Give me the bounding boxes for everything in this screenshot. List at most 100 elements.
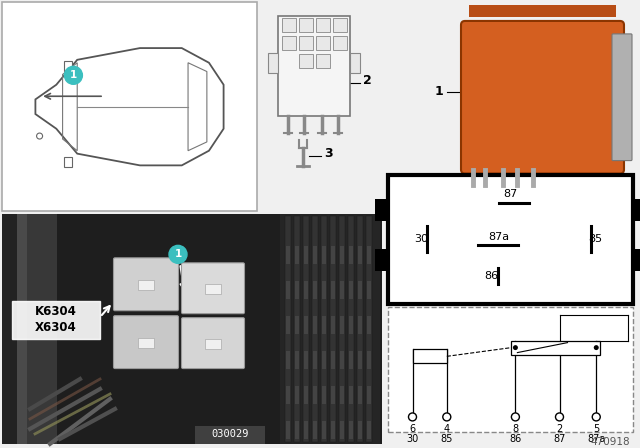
Bar [295,386,299,404]
Text: 86: 86 [484,271,498,281]
Bar [282,36,296,50]
Text: 1: 1 [174,250,182,259]
Text: 5: 5 [593,424,600,434]
Bar [367,351,371,369]
Bar [339,216,345,442]
Bar [299,36,313,50]
Text: 6: 6 [410,424,415,434]
Text: 2: 2 [363,74,372,87]
Circle shape [594,345,599,350]
Text: 85: 85 [588,234,602,244]
Bar [333,18,347,32]
Bar [138,338,154,348]
Bar [367,246,371,264]
Bar [282,18,296,32]
Bar [27,215,57,444]
Bar [340,386,344,404]
Bar [295,281,299,299]
Text: 87: 87 [504,189,518,199]
Bar [633,199,640,221]
Bar [299,18,313,32]
Bar [340,351,344,369]
Text: 30: 30 [413,234,428,244]
Bar [2,2,257,211]
Circle shape [592,413,600,421]
Bar [138,280,154,290]
Bar [349,281,353,299]
Bar [511,340,600,354]
FancyBboxPatch shape [113,258,179,311]
Bar [331,351,335,369]
Bar [313,316,317,334]
Bar [312,216,318,442]
Circle shape [408,413,417,421]
Bar [388,307,633,432]
Bar [357,216,363,442]
Bar [340,281,344,299]
Bar [316,18,330,32]
Bar [322,421,326,439]
Bar [358,351,362,369]
Bar [285,216,291,442]
Bar [286,316,290,334]
Bar [286,246,290,264]
Bar [469,5,616,17]
Bar [349,386,353,404]
Bar [278,16,350,116]
Bar [304,316,308,334]
Bar [331,246,335,264]
Bar [316,36,330,50]
Bar [322,246,326,264]
Bar [358,246,362,264]
FancyBboxPatch shape [461,21,624,173]
Bar [2,215,17,444]
Text: X6304: X6304 [35,321,77,334]
Bar [313,386,317,404]
Bar [286,281,290,299]
Text: 85: 85 [440,434,453,444]
FancyBboxPatch shape [182,318,244,369]
Bar [64,60,72,71]
Text: 3: 3 [324,147,333,160]
Bar [313,421,317,439]
Bar [349,351,353,369]
Bar [331,421,335,439]
Bar [375,250,388,271]
Bar [322,316,326,334]
Text: 2: 2 [556,424,563,434]
Bar [2,215,382,444]
Text: 87a: 87a [488,232,509,242]
Bar [340,421,344,439]
Bar [349,421,353,439]
Bar [367,316,371,334]
Bar [295,351,299,369]
Bar [366,216,372,442]
Bar [313,351,317,369]
Bar [358,421,362,439]
Text: 86: 86 [509,434,522,444]
Bar [286,351,290,369]
FancyBboxPatch shape [182,263,244,314]
Bar [331,386,335,404]
Bar [313,246,317,264]
Bar [294,216,300,442]
Bar [367,421,371,439]
Circle shape [511,413,520,421]
Bar [358,316,362,334]
Bar [331,316,335,334]
Bar [304,246,308,264]
Bar [64,157,72,168]
Bar [205,284,221,294]
Bar [633,250,640,271]
Text: 87a: 87a [587,434,605,444]
Bar [358,281,362,299]
Bar [348,216,354,442]
Circle shape [556,413,563,421]
Circle shape [169,246,187,263]
Bar [295,421,299,439]
Bar [295,316,299,334]
Bar [316,54,330,68]
Bar [333,36,347,50]
Bar [313,281,317,299]
Bar [303,216,309,442]
